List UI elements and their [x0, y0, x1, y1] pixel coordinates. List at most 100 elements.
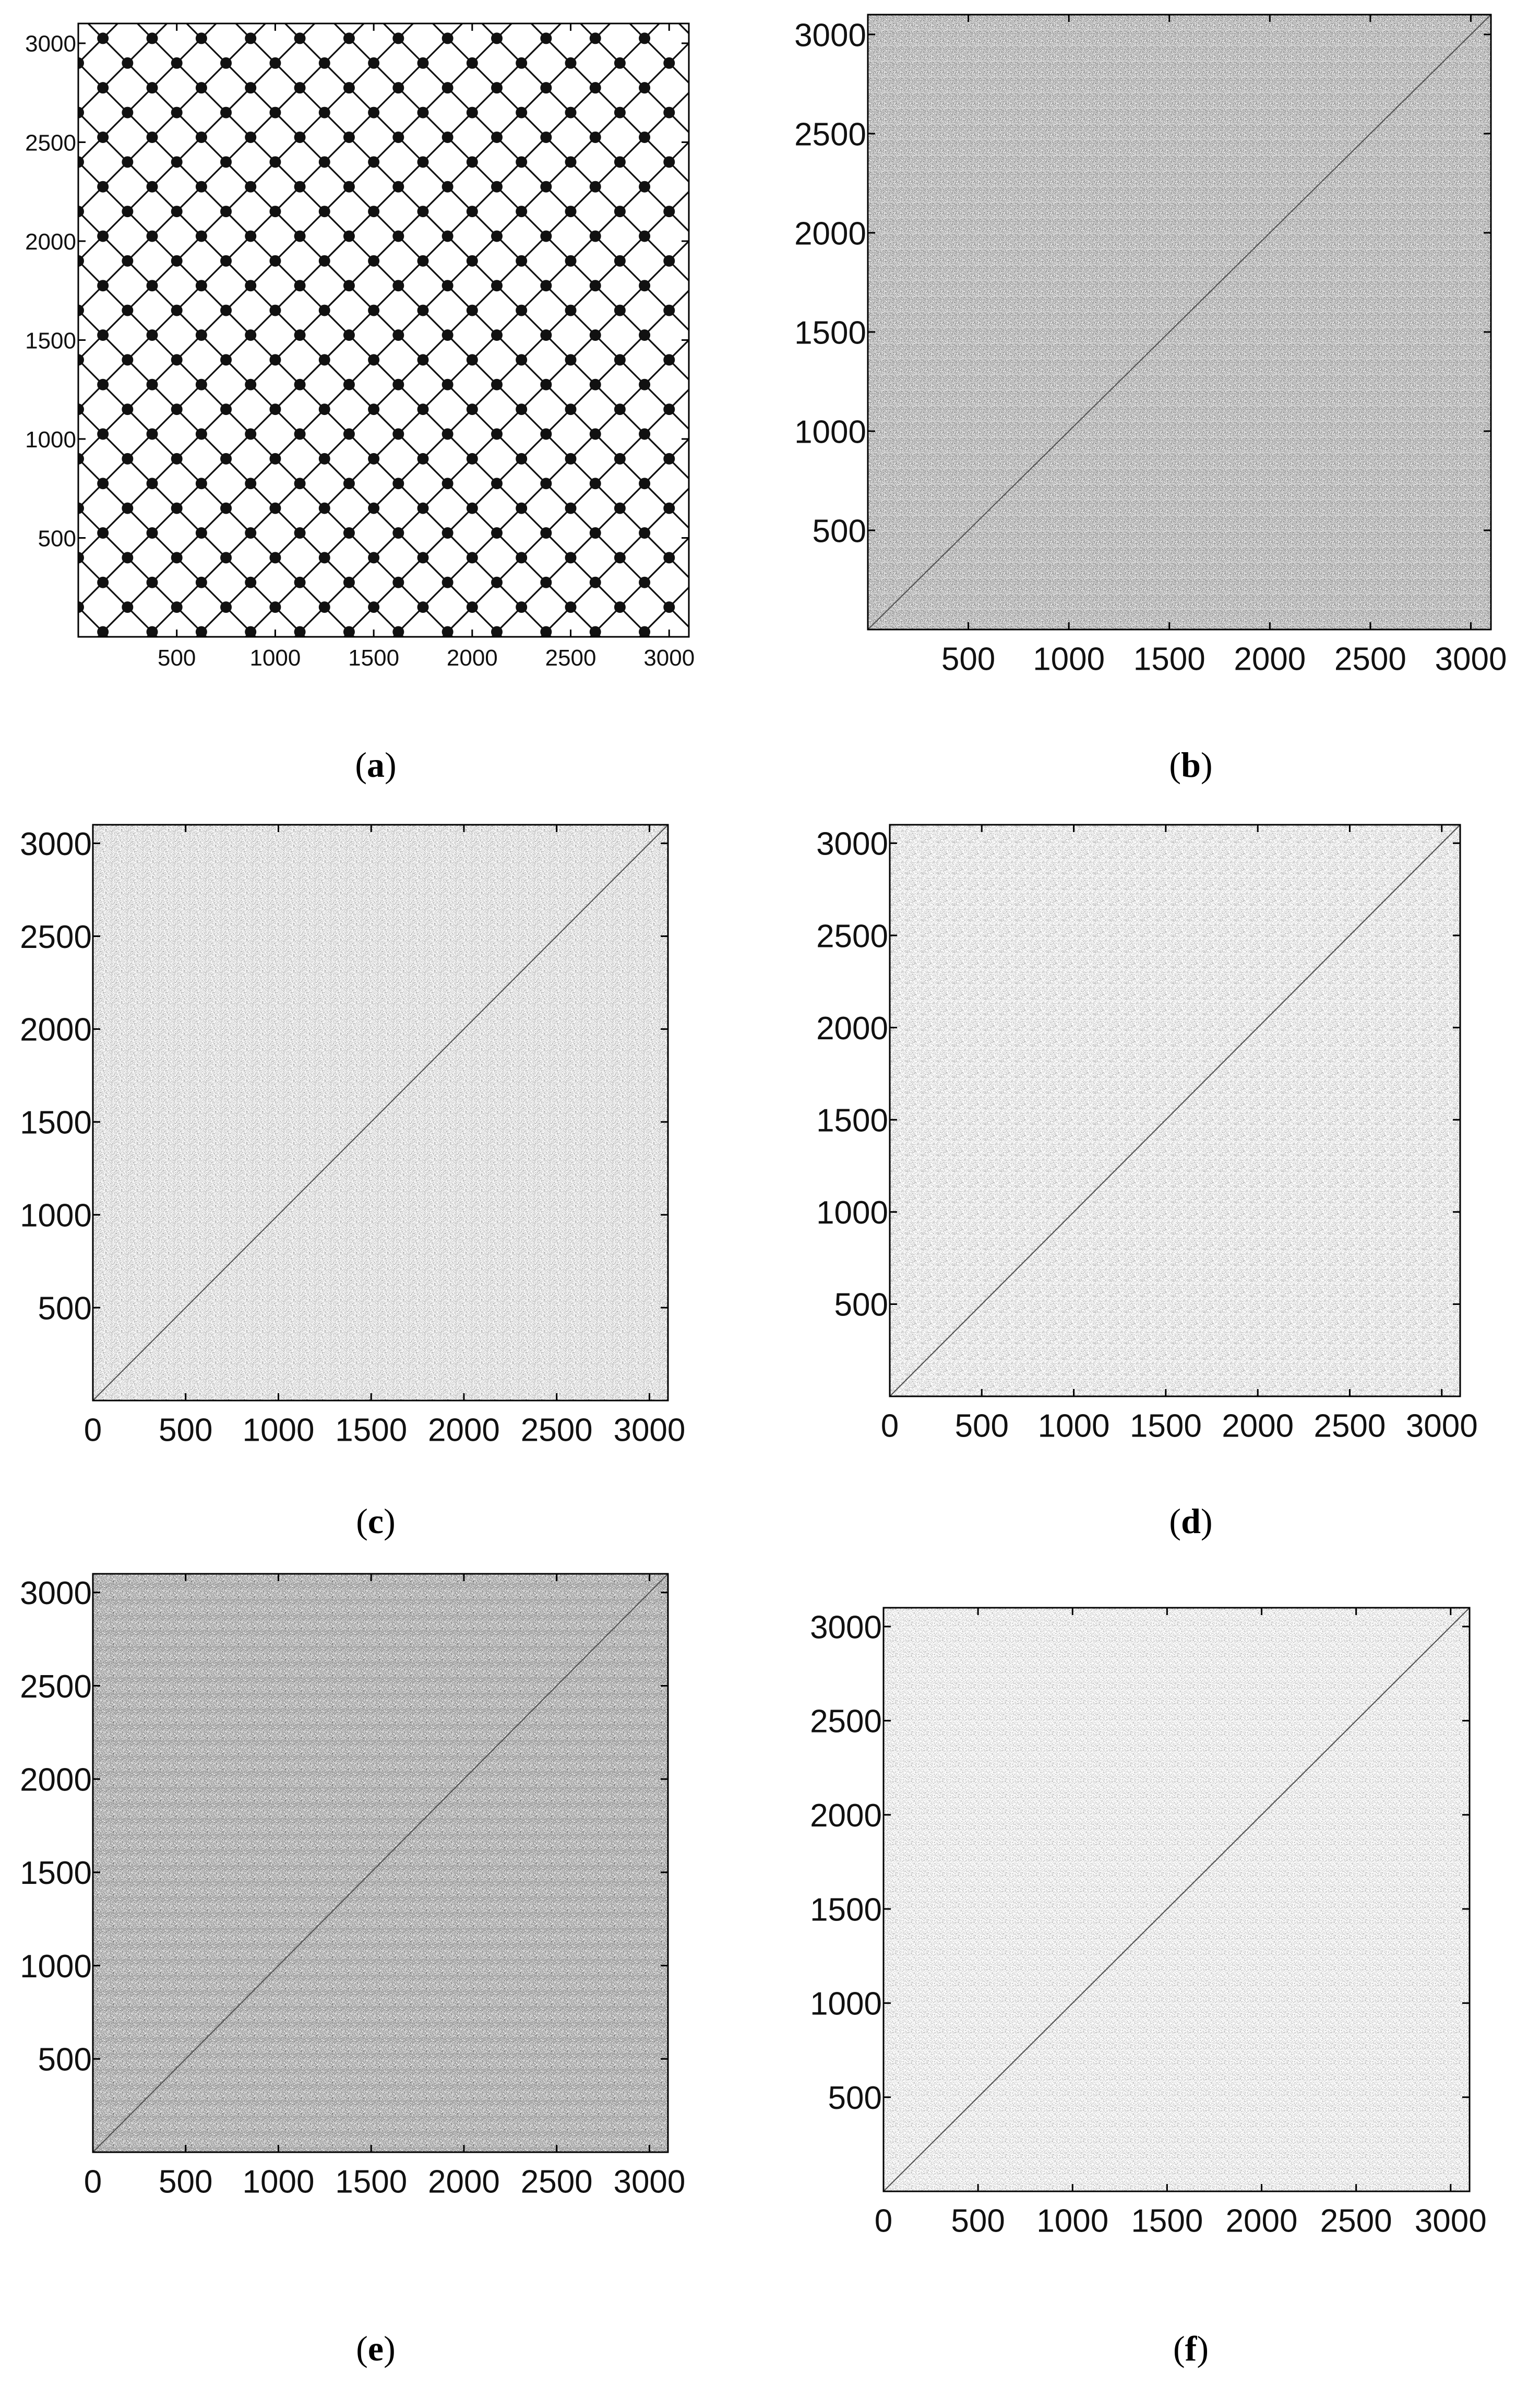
lattice-node — [269, 552, 281, 564]
lattice-node — [195, 181, 207, 193]
y-tick-label: 3000 — [810, 1609, 882, 1645]
lattice-node — [589, 428, 601, 440]
lattice-node — [97, 478, 109, 490]
lattice-node — [97, 131, 109, 143]
lattice-node — [540, 478, 552, 490]
lattice-node — [540, 626, 552, 637]
lattice-node — [245, 131, 257, 143]
lattice-node — [269, 453, 281, 465]
lattice-node — [663, 304, 675, 316]
x-tick-label: 2000 — [428, 1413, 500, 1449]
lattice-node — [294, 280, 306, 292]
lattice-node — [417, 156, 429, 168]
lattice-node — [565, 304, 577, 316]
lattice-node — [294, 478, 306, 490]
lattice-node — [614, 453, 626, 465]
lattice-node — [343, 329, 355, 341]
lattice-node — [491, 32, 503, 44]
lattice-node — [171, 304, 183, 316]
lattice-node — [466, 354, 478, 366]
panel-caption: (d) — [1169, 1501, 1212, 1541]
x-tick-label: 1000 — [1033, 642, 1105, 678]
lattice-node — [466, 304, 478, 316]
panel-e: 0 500 1000 1500 2000 2500 3000 500 1000 1500 2000 2… — [20, 1573, 685, 2368]
lattice-node — [318, 106, 330, 118]
lattice-node — [146, 626, 158, 637]
lattice-node — [491, 329, 503, 341]
y-tick-label: 2500 — [816, 918, 888, 954]
lattice-node — [269, 57, 281, 69]
lattice-node — [417, 106, 429, 118]
x-tick-label: 2500 — [1334, 642, 1406, 678]
lattice-node — [245, 626, 257, 637]
lattice-node — [441, 181, 453, 193]
lattice-node — [146, 527, 158, 539]
x-tick-label: 500 — [955, 1408, 1009, 1444]
lattice-node — [565, 552, 577, 564]
y-tick-label: 500 — [38, 1290, 92, 1326]
lattice-node — [78, 404, 84, 416]
y-tick-label: 2500 — [20, 919, 92, 955]
lattice-node — [540, 230, 552, 242]
lattice-node — [122, 404, 134, 416]
lattice-line — [540, 487, 689, 637]
lattice-node — [516, 601, 528, 613]
y-tick-label: 1500 — [20, 1105, 92, 1141]
lattice-node — [343, 230, 355, 242]
lattice-node — [122, 255, 134, 267]
lattice-node — [589, 131, 601, 143]
lattice-node — [614, 255, 626, 267]
lattice-node — [294, 576, 306, 588]
lattice-node — [318, 57, 330, 69]
panel-a: 500 1000 1500 2000 2500 3000 500 1000 1500 2000 25… — [25, 22, 695, 785]
lattice-node — [417, 354, 429, 366]
y-tick-label: 3000 — [816, 826, 888, 862]
main-diagonal-line — [890, 825, 1460, 1396]
lattice-node — [245, 478, 257, 490]
lattice-node — [318, 601, 330, 613]
lattice-node — [417, 304, 429, 316]
lattice-node — [392, 181, 404, 193]
lattice-node — [195, 32, 207, 44]
lattice-node — [245, 230, 257, 242]
lattice-node — [220, 156, 232, 168]
x-tick-label: 0 — [84, 2164, 102, 2200]
y-tick-label: 1500 — [20, 1855, 92, 1891]
lattice-node — [171, 552, 183, 564]
lattice-node — [122, 156, 134, 168]
lattice-node — [639, 329, 651, 341]
lattice-node — [343, 576, 355, 588]
lattice-node — [491, 478, 503, 490]
y-tick-label: 2500 — [20, 1669, 92, 1705]
caption-open-paren: ( — [356, 2329, 368, 2368]
lattice-node — [245, 428, 257, 440]
lattice-node — [368, 206, 380, 218]
lattice-node — [516, 57, 528, 69]
lattice-node — [368, 255, 380, 267]
lattice-node — [565, 354, 577, 366]
lattice-node — [516, 304, 528, 316]
lattice-node — [639, 32, 651, 44]
lattice-node — [639, 181, 651, 193]
y-tick-label: 1000 — [810, 1986, 882, 2022]
panel-caption: (f) — [1173, 2329, 1209, 2368]
lattice-node — [269, 106, 281, 118]
lattice-node — [516, 156, 528, 168]
lattice-node — [441, 527, 453, 539]
lattice-node — [589, 626, 601, 637]
lattice-node — [97, 181, 109, 193]
lattice-node — [269, 601, 281, 613]
lattice-node — [466, 453, 478, 465]
lattice-node — [78, 552, 84, 564]
lattice-node — [245, 576, 257, 588]
lattice-node — [589, 329, 601, 341]
lattice-node — [171, 601, 183, 613]
lattice-node — [97, 329, 109, 341]
y-tick-label: 2000 — [794, 216, 866, 252]
lattice-node — [122, 354, 134, 366]
lattice-node — [441, 131, 453, 143]
lattice-node — [417, 601, 429, 613]
lattice-line — [195, 141, 689, 637]
x-tick-label: 2000 — [447, 645, 498, 671]
lattice-node — [368, 106, 380, 118]
